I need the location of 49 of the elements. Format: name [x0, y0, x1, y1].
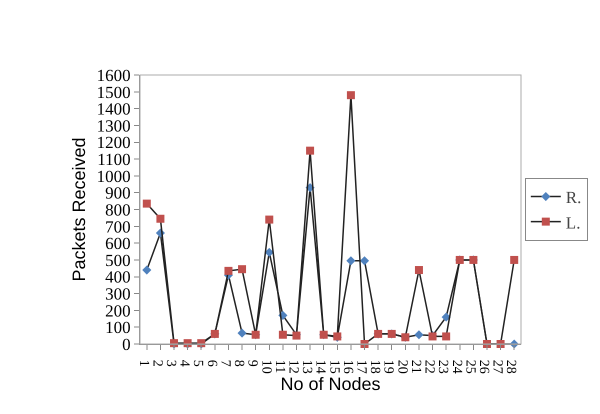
y-tick-label: 0	[122, 334, 131, 354]
y-tick-label: 1400	[96, 100, 131, 119]
y-tick-label: 400	[105, 268, 131, 287]
y-tick-label: 1000	[96, 166, 131, 186]
x-tick-label: 4	[176, 360, 192, 367]
x-tick-label: 24	[448, 360, 464, 374]
y-tick-label: 1200	[96, 133, 131, 152]
y-tick-label: 1500	[96, 82, 131, 102]
x-tick-label: 21	[408, 360, 423, 374]
x-tick-label: 19	[380, 360, 396, 374]
y-tick-label: 100	[105, 318, 131, 338]
x-tick-label: 14	[312, 360, 328, 374]
x-tick-label: 3	[163, 360, 178, 367]
y-tick-label: 300	[105, 284, 131, 304]
x-tick-label: 1	[136, 360, 151, 367]
x-tick-label: 8	[231, 360, 246, 367]
y-tick-label: 1300	[96, 116, 131, 136]
y-tick-label: 700	[105, 217, 131, 236]
x-tick-label: 17	[354, 360, 369, 374]
y-tick-label: 1100	[97, 150, 131, 170]
x-tick-label: 7	[217, 360, 232, 367]
x-tick-label: 13	[299, 360, 314, 374]
legend-label: R.	[566, 188, 582, 208]
x-tick-label: 15	[326, 360, 342, 374]
x-tick-label: 23	[435, 360, 450, 374]
x-tick-label: 22	[422, 360, 437, 374]
x-tick-label: 10	[258, 360, 274, 374]
y-tick-label: 800	[105, 200, 131, 220]
x-tick-label: 16	[340, 360, 355, 374]
x-axis-title: No of Nodes	[280, 374, 381, 394]
y-axis-title: Packets Received	[68, 137, 89, 282]
y-tick-label: 600	[105, 234, 131, 254]
x-tick-label: 6	[204, 360, 219, 367]
y-tick-label: 900	[105, 184, 131, 203]
x-tick-label: 2	[149, 360, 164, 367]
y-tick-label: 1600	[96, 66, 131, 85]
x-tick-label: 12	[285, 360, 300, 374]
x-tick-label: 20	[394, 360, 410, 374]
x-tick-label: 18	[367, 360, 382, 374]
x-tick-label: 11	[272, 360, 287, 374]
x-tick-label: 5	[190, 360, 206, 367]
x-tick-label: 27	[490, 360, 505, 374]
legend-label: L.	[566, 213, 580, 232]
x-tick-label: 9	[244, 360, 260, 367]
y-tick-label: 500	[105, 250, 131, 270]
x-tick-label: 25	[462, 360, 478, 374]
x-tick-label: 26	[476, 360, 491, 374]
x-tick-label: 28	[503, 360, 518, 374]
y-tick-label: 200	[105, 301, 131, 320]
